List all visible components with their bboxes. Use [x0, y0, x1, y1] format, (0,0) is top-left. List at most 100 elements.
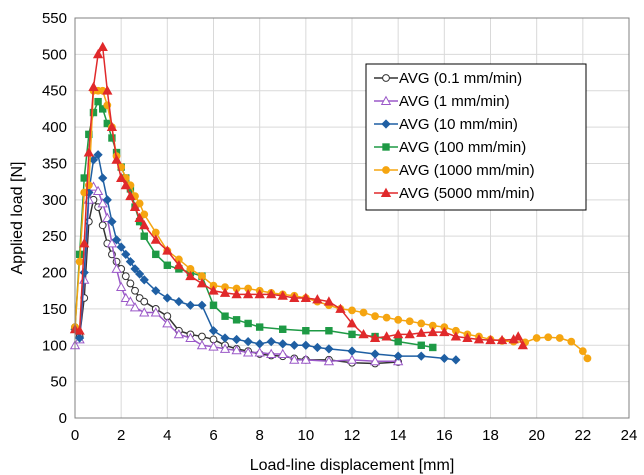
data-point [346, 318, 358, 328]
y-tick-label: 100 [42, 337, 67, 354]
data-point [369, 332, 381, 342]
data-point [130, 264, 140, 274]
y-axis-ticks: 0 50 100 150 200 250 300 350 400 450 500 550 [42, 10, 67, 427]
data-point [140, 232, 148, 240]
data-point [348, 306, 356, 315]
data-point [185, 300, 196, 310]
data-point [140, 210, 149, 219]
data-point [439, 353, 449, 363]
data-point [85, 130, 93, 139]
data-point [74, 325, 85, 335]
data-point [197, 300, 207, 310]
data-point [97, 198, 108, 208]
legend-marker [380, 187, 392, 197]
data-point [417, 319, 426, 328]
data-point [129, 201, 141, 212]
data-point [416, 327, 427, 337]
data-point [450, 331, 462, 341]
data-point [106, 238, 118, 248]
data-point [393, 329, 404, 339]
legend-entry: AVG (100 mm/min) [374, 139, 526, 156]
data-point [242, 347, 254, 357]
data-point [121, 272, 130, 281]
data-point [555, 334, 564, 342]
data-point [254, 289, 265, 299]
data-point [381, 331, 392, 341]
data-point [335, 303, 346, 313]
data-point [135, 199, 144, 208]
x-tick-label: 8 [255, 427, 263, 444]
data-point [279, 325, 287, 333]
data-point [135, 269, 145, 279]
data-point [185, 270, 196, 281]
data-point [513, 331, 524, 341]
series-layer [69, 41, 592, 368]
data-point [346, 354, 358, 364]
data-point [74, 333, 85, 343]
data-point [289, 292, 300, 302]
y-tick-label: 550 [42, 10, 67, 27]
data-point [231, 289, 242, 299]
data-point [266, 289, 277, 299]
data-point [139, 307, 150, 317]
data-point [173, 329, 185, 339]
legend-label: AVG (0.1 mm/min) [399, 70, 522, 87]
data-point [173, 259, 185, 270]
x-axis-ticks: 0 2 4 6 8 10 12 14 16 18 20 22 24 [71, 427, 638, 444]
data-point [97, 41, 108, 52]
data-point [79, 238, 90, 248]
data-point [80, 188, 89, 197]
y-tick-label: 350 [42, 155, 67, 172]
data-point [325, 327, 333, 335]
data-point [393, 351, 403, 361]
data-point [255, 339, 265, 349]
data-point [131, 286, 139, 295]
data-point [219, 287, 231, 297]
data-point [369, 355, 381, 366]
data-point [134, 212, 145, 222]
data-point [485, 334, 496, 345]
data-point [289, 340, 299, 350]
data-point [266, 348, 277, 358]
data-point [255, 323, 264, 331]
data-point [196, 278, 208, 288]
x-tick-label: 22 [574, 427, 591, 444]
legend-entry: AVG (5000 mm/min) [374, 185, 535, 202]
data-point [106, 121, 118, 132]
x-tick-label: 12 [344, 427, 361, 444]
data-point [254, 347, 265, 357]
data-point [92, 49, 104, 59]
data-point [220, 333, 230, 343]
legend-entry: AVG (1 mm/min) [374, 93, 510, 110]
data-point [417, 341, 425, 349]
data-point [394, 337, 402, 346]
legend-marker [382, 166, 390, 174]
data-point [583, 354, 592, 363]
data-point [427, 326, 438, 337]
data-point [312, 342, 322, 353]
data-point [323, 355, 335, 366]
data-point [196, 339, 208, 350]
data-point [125, 296, 136, 306]
data-point [163, 261, 172, 269]
data-point [567, 337, 576, 346]
legend-label: AVG (1 mm/min) [399, 93, 510, 110]
data-point [162, 293, 172, 303]
data-point [324, 344, 334, 354]
data-point [301, 340, 311, 350]
data-point [359, 308, 368, 317]
x-tick-label: 18 [482, 427, 499, 444]
x-tick-label: 14 [390, 427, 407, 444]
legend-label: AVG (10 mm/min) [399, 116, 518, 133]
data-point [98, 221, 107, 230]
data-point [404, 329, 415, 339]
y-tick-label: 250 [42, 228, 67, 245]
data-point [323, 296, 335, 306]
series-6 [69, 41, 528, 350]
data-point [139, 275, 149, 285]
data-point [382, 313, 391, 322]
data-point [116, 281, 127, 292]
data-point [244, 319, 252, 328]
data-point [209, 301, 218, 309]
data-point [129, 302, 141, 312]
